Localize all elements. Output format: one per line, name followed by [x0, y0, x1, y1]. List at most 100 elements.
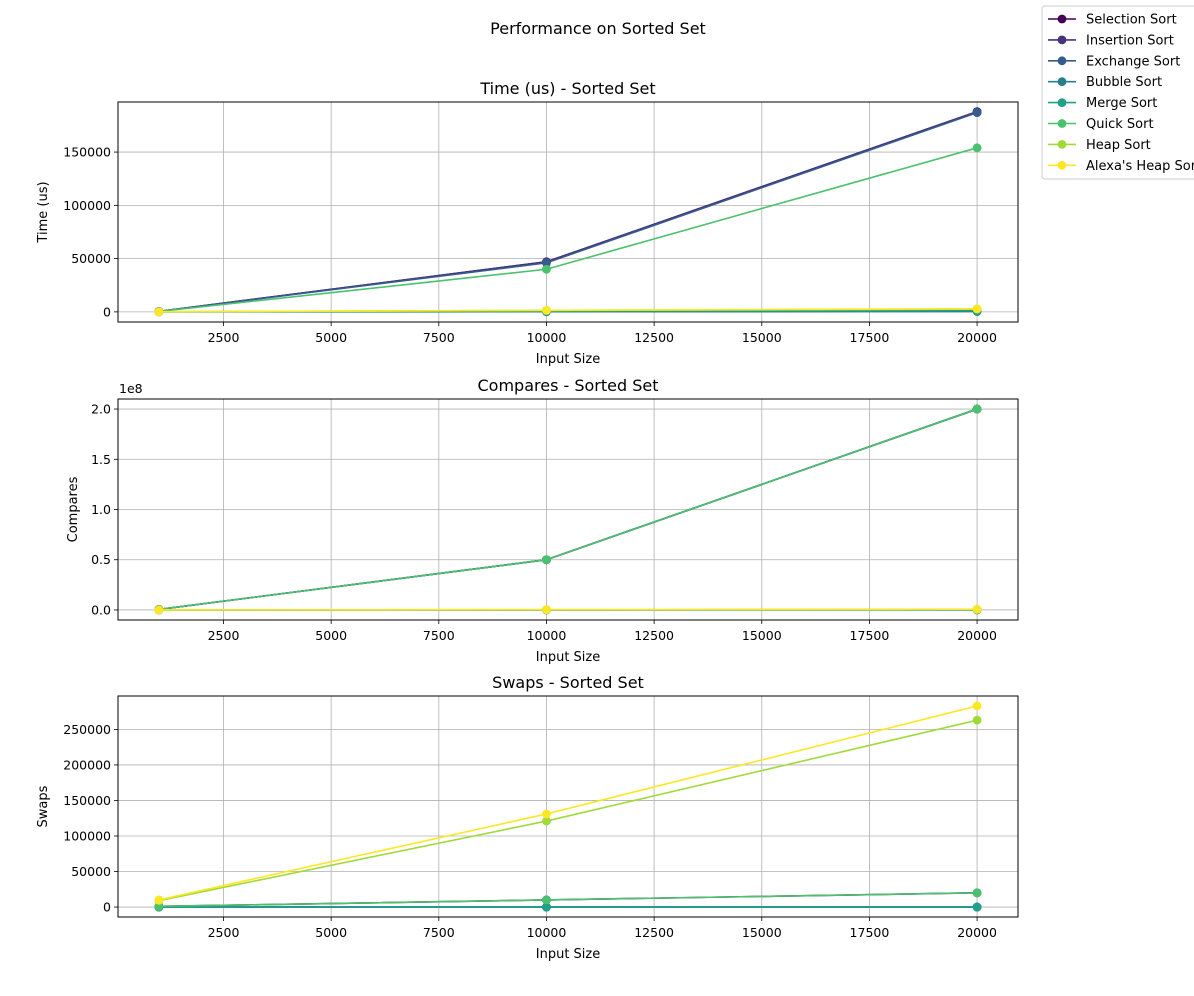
legend-item: Exchange Sort — [1048, 54, 1180, 69]
x-tick-label: 7500 — [423, 925, 455, 940]
legend-item: Bubble Sort — [1048, 75, 1162, 90]
x-tick-label: 20000 — [957, 925, 997, 940]
x-tick-label: 15000 — [742, 925, 782, 940]
legend-item: Alexa's Heap Sort — [1048, 159, 1194, 174]
data-point-alexa-s-heap-sort — [542, 305, 551, 315]
x-tick-label: 5000 — [315, 628, 347, 643]
data-point-quick-sort — [972, 888, 982, 898]
legend-swatch-marker — [1057, 56, 1067, 66]
axes-frame — [117, 101, 1019, 323]
series-group — [154, 701, 982, 912]
data-point-quick-sort — [972, 404, 982, 414]
x-axis-label: Input Size — [536, 650, 600, 665]
data-point-exchange-sort — [542, 258, 551, 268]
x-axis-label: Input Size — [536, 352, 600, 367]
legend-swatch-marker — [1057, 140, 1067, 149]
y-tick-label: 1.5 — [91, 452, 111, 467]
data-point-merge-sort — [972, 902, 982, 912]
x-tick-label: 12500 — [634, 925, 674, 940]
legend-item: Merge Sort — [1048, 96, 1157, 111]
x-tick-label: 20000 — [957, 628, 997, 643]
y-axis-label: Time (us) — [36, 181, 51, 243]
legend-label: Insertion Sort — [1086, 33, 1174, 48]
subplot-1: 2500 5000 7500 10000 12500 15000 17500 20000 0 50… — [36, 79, 1019, 367]
gridlines — [118, 399, 1018, 620]
y-axis-label: Swaps — [36, 785, 51, 827]
x-tick-label: 5000 — [315, 330, 347, 345]
data-point-alexa-s-heap-sort — [154, 895, 164, 905]
legend-swatch-marker — [1057, 160, 1067, 170]
y-tick-label: 100000 — [63, 198, 111, 213]
axes-frame — [117, 695, 1019, 918]
y-tick-label: 100000 — [63, 828, 111, 843]
y-tick-label: 50000 — [71, 251, 111, 266]
data-point-merge-sort — [542, 902, 551, 912]
legend-frame — [1041, 5, 1194, 180]
y-tick-label: 1.0 — [91, 502, 111, 517]
legend-label: Quick Sort — [1086, 117, 1154, 132]
x-tick-label: 12500 — [634, 628, 674, 643]
x-tick-label: 15000 — [742, 628, 782, 643]
series-line-alexa-s-heap-sort — [158, 608, 978, 611]
data-point-heap-sort — [542, 816, 551, 826]
x-tick-label: 17500 — [850, 925, 890, 940]
subplot-3: 2500 5000 7500 10000 12500 15000 17500 20000050… — [36, 673, 1019, 962]
data-point-quick-sort — [542, 895, 551, 905]
y-tick-label: 0.5 — [91, 552, 111, 567]
y-tick-label: 150000 — [63, 145, 111, 160]
legend-label: Heap Sort — [1086, 138, 1151, 153]
x-tick-label: 2500 — [208, 330, 240, 345]
legend-item: Quick Sort — [1048, 117, 1154, 132]
data-point-quick-sort — [972, 143, 982, 153]
y-tick-label: 250000 — [63, 722, 111, 737]
x-tick-label: 12500 — [634, 330, 674, 345]
y-tick-label: 200000 — [63, 757, 111, 772]
legend-label: Bubble Sort — [1086, 75, 1162, 90]
legend-label: Exchange Sort — [1086, 54, 1180, 69]
y-tick-label: 0 — [103, 304, 111, 319]
y-tick-label: 50000 — [71, 864, 111, 879]
x-tick-label: 2500 — [208, 628, 240, 643]
x-tick-label: 20000 — [957, 330, 997, 345]
y-tick-label: 150000 — [63, 793, 111, 808]
subplot-title: Time (us) - Sorted Set — [479, 79, 655, 98]
x-tick-label: 2500 — [208, 925, 240, 940]
x-tick-label: 15000 — [742, 330, 782, 345]
series-group — [154, 107, 982, 317]
legend-swatch-marker — [1057, 98, 1067, 107]
data-point-heap-sort — [972, 715, 982, 725]
legend-label: Selection Sort — [1086, 13, 1177, 28]
axis-offset-label: 1e8 — [119, 381, 143, 396]
subplot-title: Swaps - Sorted Set — [492, 673, 644, 692]
legend-label: Merge Sort — [1086, 96, 1157, 111]
data-point-alexa-s-heap-sort — [972, 604, 982, 614]
subplot-2: 2500 5000 7500 10000 12500 15000 17500 20000 0.0… — [66, 376, 1019, 665]
data-point-alexa-s-heap-sort — [542, 605, 551, 615]
data-point-alexa-s-heap-sort — [542, 809, 551, 819]
x-tick-label: 5000 — [315, 925, 347, 940]
series-group — [154, 404, 982, 615]
figure-title: Performance on Sorted Set — [490, 19, 706, 38]
legend-swatch-marker — [1057, 119, 1067, 128]
x-tick-label: 10000 — [527, 628, 567, 643]
x-axis-label: Input Size — [536, 947, 600, 962]
x-tick-label: 7500 — [423, 330, 455, 345]
y-axis-label: Compares — [66, 476, 81, 542]
legend-swatch-marker — [1057, 77, 1067, 87]
legend-swatch-marker — [1057, 35, 1067, 45]
legend-swatch-marker — [1057, 14, 1067, 24]
legend-item: Heap Sort — [1048, 138, 1151, 153]
y-tick-label: 0 — [103, 900, 111, 915]
subplot-title: Compares - Sorted Set — [477, 376, 658, 395]
legend-item: Insertion Sort — [1048, 33, 1174, 48]
legend-item: Selection Sort — [1048, 13, 1177, 28]
legend: Selection Sort Insertion Sort Exchange Sor… — [1041, 5, 1194, 180]
data-point-alexa-s-heap-sort — [154, 605, 164, 615]
x-tick-label: 17500 — [850, 628, 890, 643]
data-point-quick-sort — [542, 264, 551, 274]
legend-items: Selection Sort Insertion Sort Exchange Sor… — [1048, 13, 1194, 174]
y-tick-label: 2.0 — [91, 402, 111, 417]
x-tick-label: 10000 — [527, 330, 567, 345]
